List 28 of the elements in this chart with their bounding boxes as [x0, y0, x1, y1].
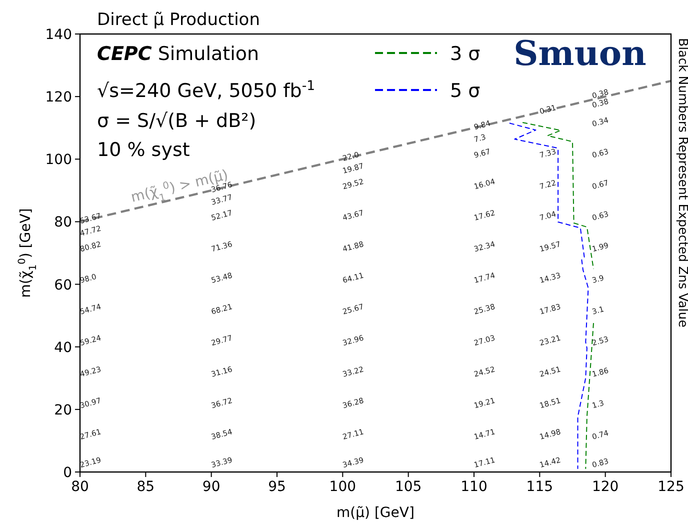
x-tick-label: 95	[268, 479, 286, 495]
x-tick-label: 85	[136, 479, 155, 495]
x-tick-label: 115	[526, 479, 554, 495]
annotation: √s=240 GeV, 5050 fb$^{-1}$	[97, 78, 316, 102]
annotation: Smuon	[514, 34, 646, 74]
y-tick-label: 40	[54, 340, 72, 356]
x-tick-label: 110	[460, 479, 488, 495]
x-tick-label: 125	[658, 479, 684, 495]
y-tick-label: 120	[45, 90, 72, 106]
annotation: 10 % syst	[97, 139, 190, 161]
chart-title: Direct μ̃ Production	[97, 10, 260, 30]
y-tick-label: 140	[45, 27, 72, 43]
legend-label: 3 σ	[450, 43, 480, 65]
y-tick-label: 60	[54, 277, 72, 294]
x-tick-label: 100	[329, 479, 356, 495]
line-series	[508, 122, 589, 470]
x-tick-label: 80	[71, 479, 89, 495]
annotation: CEPC Simulation	[97, 43, 260, 65]
x-tick-label: 120	[592, 479, 619, 495]
x-tick-label: 90	[202, 479, 220, 495]
y-tick-label: 20	[54, 402, 72, 418]
y-tick-label: 100	[45, 152, 72, 168]
x-axis-title: m(μ̃) [GeV]	[336, 505, 414, 521]
y-tick-label: 0	[63, 465, 72, 481]
y-tick-label: 80	[54, 214, 72, 231]
annotation: σ = S/√(B + dB²)	[97, 110, 256, 132]
legend-label: 5 σ	[450, 80, 480, 102]
x-tick-label: 105	[394, 479, 422, 495]
